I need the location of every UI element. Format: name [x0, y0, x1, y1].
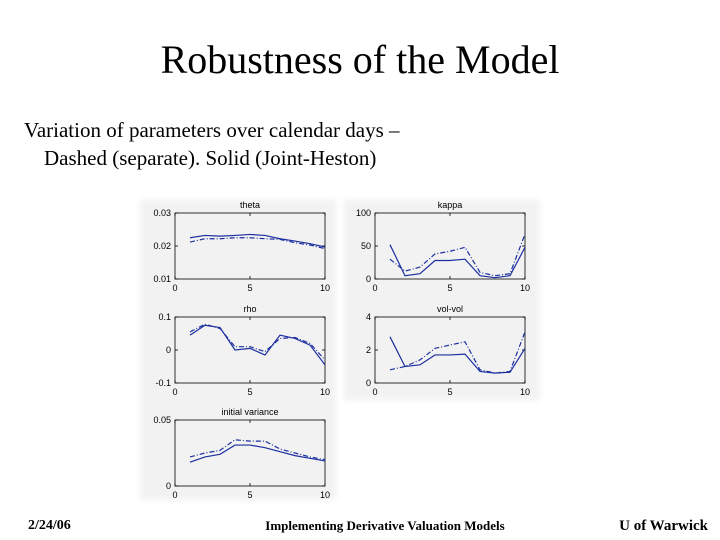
series-solid-line: [189, 233, 326, 248]
x-tick-label: 0: [172, 490, 177, 500]
x-tick-label: 5: [447, 387, 452, 397]
body-line-2: Dashed (separate). Solid (Joint-Heston): [44, 146, 377, 170]
y-tick-label: 0: [166, 481, 171, 491]
x-tick-label: 10: [520, 283, 530, 293]
x-tick-label: 10: [320, 387, 330, 397]
x-tick-label: 0: [372, 283, 377, 293]
x-tick-label: 5: [447, 283, 452, 293]
series-solid-line: [189, 444, 326, 463]
figure-backdrop-right: [344, 200, 540, 400]
series-dashed-line: [189, 323, 326, 361]
x-tick-label: 5: [247, 490, 252, 500]
x-tick-label: 5: [247, 283, 252, 293]
slide-body: Variation of parameters over calendar da…: [24, 116, 400, 172]
chart-title: theta: [240, 200, 260, 210]
y-tick-label: 0.1: [158, 312, 171, 322]
series-dashed-line: [189, 439, 326, 461]
x-tick-label: 5: [247, 387, 252, 397]
y-tick-label: 2: [366, 345, 371, 355]
x-tick-label: 10: [320, 283, 330, 293]
plot-frame: [174, 419, 326, 487]
series-dashed-line: [389, 331, 526, 374]
chart-title: kappa: [438, 200, 463, 210]
y-tick-label: -0.1: [155, 378, 171, 388]
chart-svg: vol-vol 0 2 4 0 5 10: [366, 304, 530, 397]
series-dashed-line: [389, 233, 526, 277]
y-tick-label: 0.03: [153, 208, 171, 218]
plot-frame: [374, 212, 526, 280]
x-tick-label: 10: [320, 490, 330, 500]
y-tick-label: 0.02: [153, 241, 171, 251]
y-tick-label: 100: [356, 208, 371, 218]
y-tick-label: 0: [366, 378, 371, 388]
chart-title: rho: [243, 304, 256, 314]
chart-initial-variance: initial variance 0 0.05 0 5 10: [153, 407, 330, 500]
slide-title: Robustness of the Model: [160, 37, 560, 82]
series-solid-line: [189, 324, 326, 366]
footer-title: Implementing Derivative Valuation Models: [265, 518, 505, 533]
y-tick-label: 0: [166, 345, 171, 355]
y-tick-label: 0: [366, 274, 371, 284]
series-dashed-line: [189, 237, 326, 250]
chart-kappa: kappa 0 50 100 0 5 10: [356, 200, 530, 293]
chart-rho: rho -0.1 0 0.1 0 5 10: [155, 304, 330, 397]
footer-date: 2/24/06: [28, 518, 71, 533]
y-tick-label: 0.01: [153, 274, 171, 284]
series-solid-line: [389, 336, 526, 374]
chart-svg: initial variance 0 0.05 0 5 10: [153, 407, 330, 500]
chart-theta: theta 0.01 0.02 0.03 0 5 10: [153, 200, 330, 293]
plot-frame: [174, 316, 326, 384]
chart-svg: kappa 0 50 100 0 5 10: [356, 200, 530, 293]
plot-frame: [174, 212, 326, 280]
y-tick-label: 0.05: [153, 415, 171, 425]
chart-svg: theta 0.01 0.02 0.03 0 5 10: [153, 200, 330, 293]
footer-institution: U of Warwick: [619, 518, 708, 534]
x-tick-label: 10: [520, 387, 530, 397]
x-tick-label: 0: [372, 387, 377, 397]
chart-svg: rho-0.100.10 5 10: [155, 304, 330, 397]
chart-title: initial variance: [221, 407, 278, 417]
chart-title: vol-vol: [437, 304, 463, 314]
series-solid-line: [389, 244, 526, 279]
x-tick-label: 0: [172, 283, 177, 293]
y-tick-label: 50: [361, 241, 371, 251]
body-line-1: Variation of parameters over calendar da…: [24, 118, 400, 142]
y-tick-label: 4: [366, 312, 371, 322]
x-tick-label: 0: [172, 387, 177, 397]
chart-vol-vol: vol-vol 0 2 4 0 5 10: [366, 304, 530, 397]
